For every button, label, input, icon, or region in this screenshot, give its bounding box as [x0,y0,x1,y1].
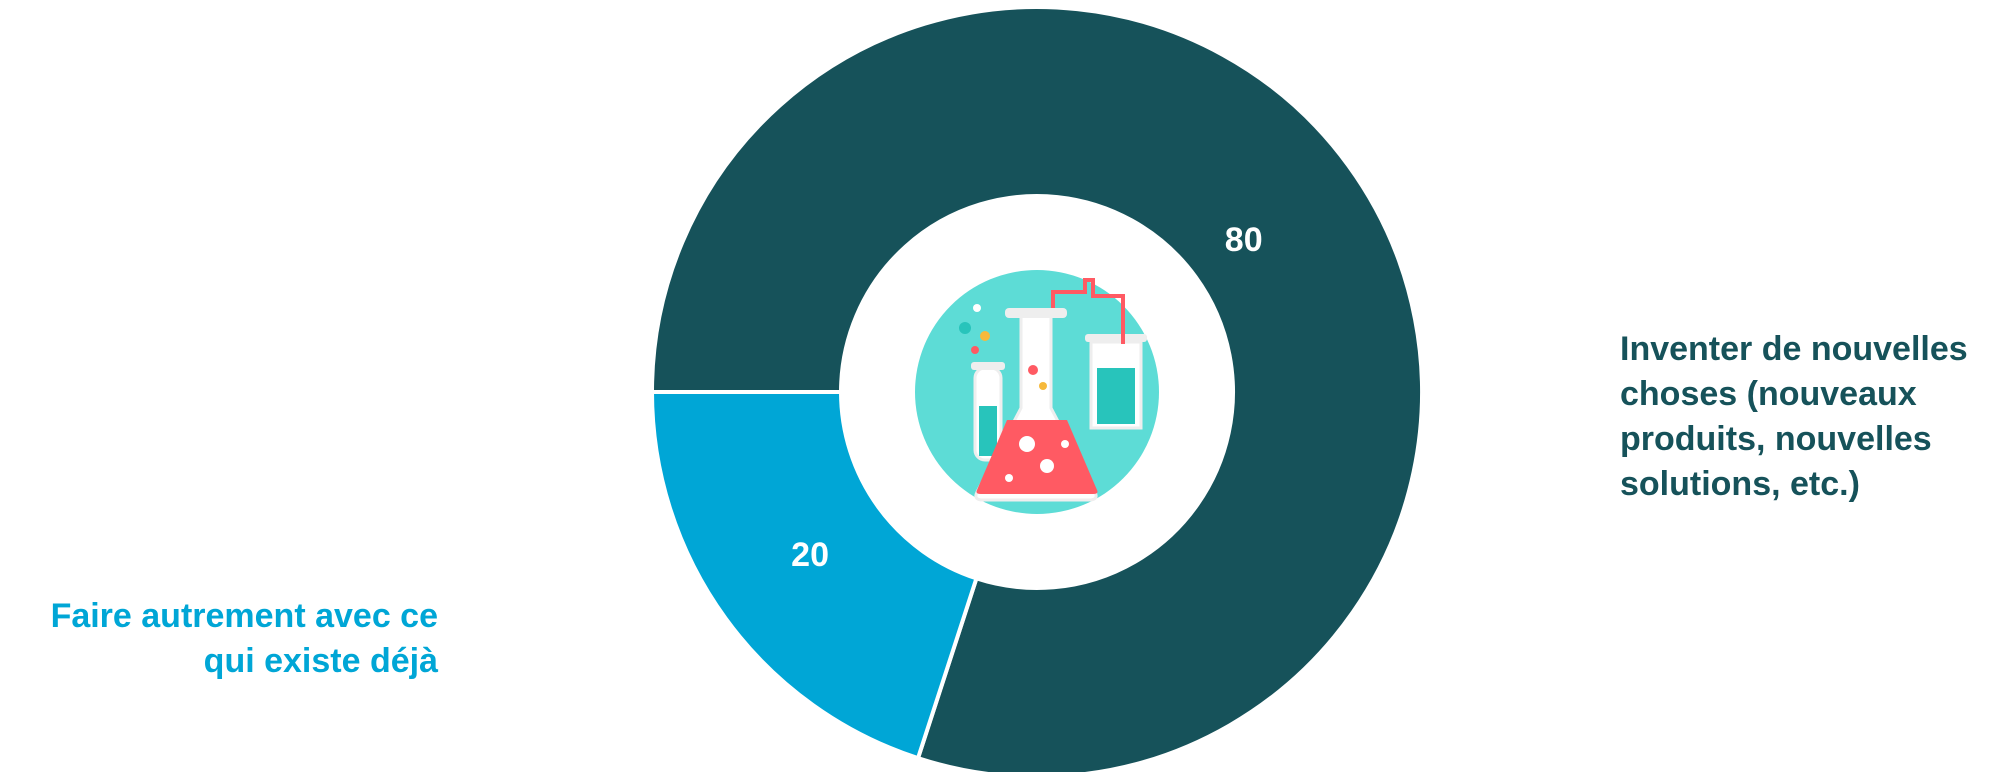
slice [649,5,1424,772]
legend-label: Faire autrement avec ce qui existe déjà [50,597,438,680]
data-label: 20 [791,536,829,574]
legend-label: Inventer de nouvelles choses (nouveaux p… [1620,330,1968,503]
flask-icon [915,270,1159,514]
slices [649,5,1424,772]
slice [649,390,979,761]
data-label: 80 [1225,221,1263,259]
